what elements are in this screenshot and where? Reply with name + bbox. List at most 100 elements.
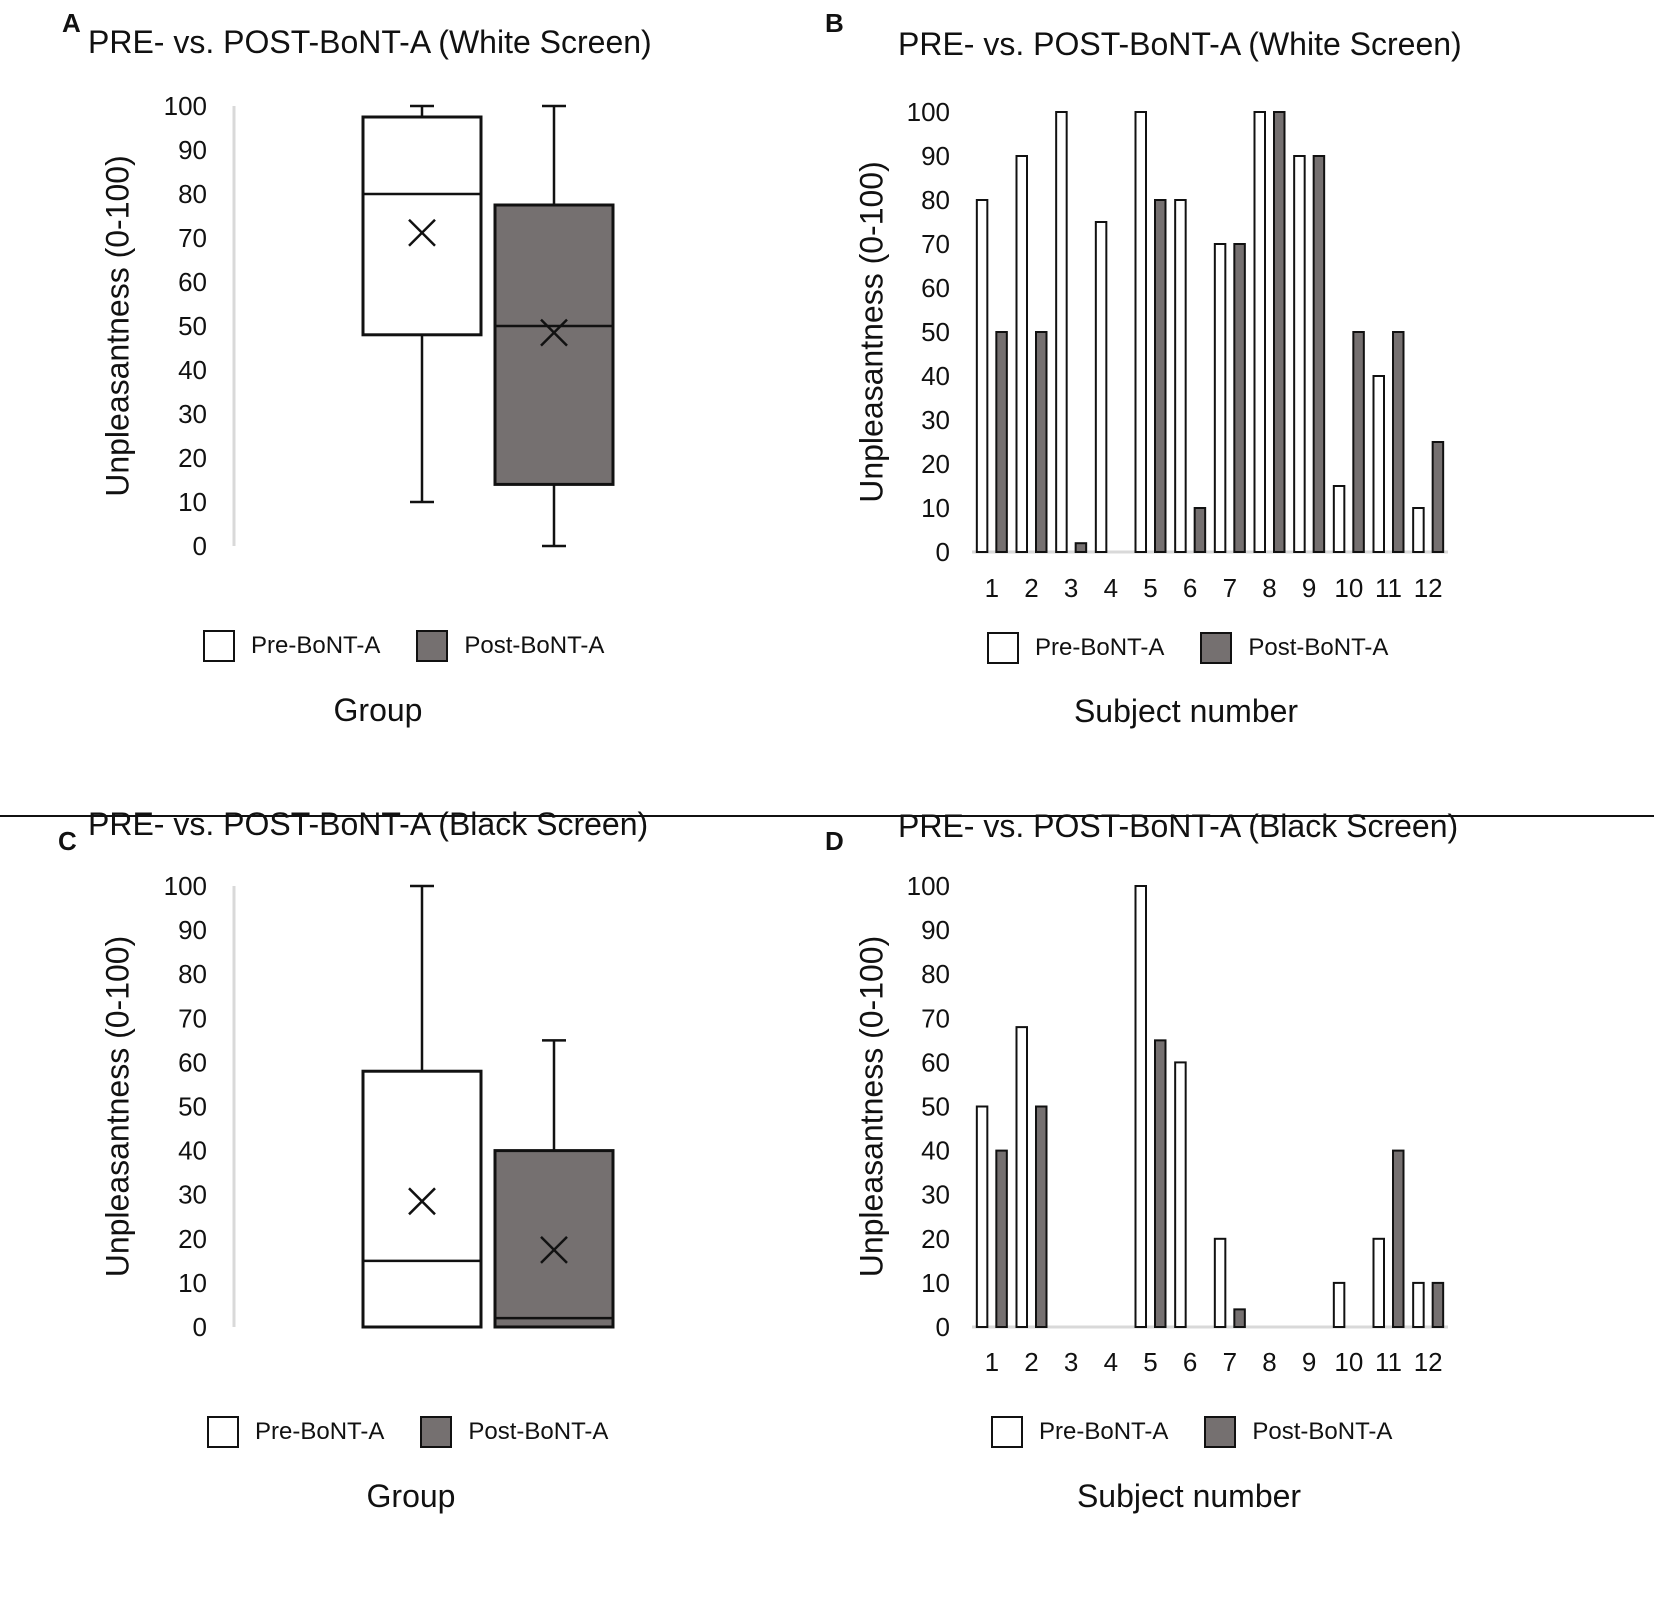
y-tick-label: 0 [193, 1312, 207, 1342]
y-tick-label: 10 [178, 1268, 207, 1298]
bar-post-subject-2 [1035, 331, 1048, 553]
y-tick-label: 50 [921, 1092, 950, 1122]
y-tick-label: 10 [178, 487, 207, 517]
box-post [493, 104, 615, 548]
x-tick-label: 10 [1334, 573, 1363, 603]
x-tick-label: 11 [1375, 573, 1402, 603]
x-tick-label: 12 [1414, 573, 1443, 603]
bar-pre-subject-12 [1412, 1281, 1425, 1328]
x-tick-label: 11 [1375, 1347, 1402, 1377]
y-tick-label: 20 [178, 443, 207, 473]
x-tick-label: 7 [1223, 573, 1237, 603]
bar-post-subject-12 [1431, 1281, 1445, 1328]
bar-post-subject-2 [1035, 1105, 1048, 1328]
bar-pre-subject-11 [1372, 1237, 1385, 1328]
bar-pre-subject-4 [1094, 221, 1108, 553]
y-tick-label: 50 [178, 311, 207, 341]
y-tick-label: 100 [164, 871, 207, 901]
y-tick-label: 100 [907, 871, 950, 901]
x-tick-label: 1 [985, 1347, 999, 1377]
y-tick-label: 50 [921, 317, 950, 347]
y-axis-title: Unpleasantness (0-100) [99, 155, 135, 497]
y-axis-title: Unpleasantness (0-100) [853, 936, 889, 1278]
box-iqr [493, 203, 615, 486]
box-iqr [493, 1149, 615, 1329]
y-tick-label: 90 [178, 135, 207, 165]
legend-label-pre: Pre-BoNT-A [1039, 1418, 1169, 1445]
legend: Pre-BoNT-A Post-BoNT-A [987, 632, 1388, 664]
x-axis-title: Subject number [1076, 1478, 1302, 1514]
bar-post-subject-9 [1312, 155, 1326, 553]
y-tick-label: 10 [921, 1268, 950, 1298]
panel-a: A PRE- vs. POST-BoNT-A (White Screen) 0 1… [0, 0, 820, 800]
x-tick-label: 8 [1262, 1347, 1276, 1377]
bar-post-subject-11 [1392, 1149, 1405, 1328]
y-tick-label: 50 [178, 1092, 207, 1122]
panel-letter: C [58, 826, 77, 856]
legend-swatch-pre [991, 1416, 1023, 1448]
y-tick-label: 0 [936, 537, 950, 567]
bar-pre-subject-2 [1015, 155, 1028, 553]
x-tick-label: 7 [1223, 1347, 1237, 1377]
bar-chart-b: 0 10 20 30 40 50 60 70 80 90 100 Unpleasantness (0-… [853, 97, 1448, 603]
x-tick-label: 6 [1183, 1347, 1197, 1377]
y-tick-label: 70 [921, 229, 950, 259]
legend-label-post: Post-BoNT-A [1248, 634, 1389, 661]
y-tick-label: 90 [178, 915, 207, 945]
bar-post-subject-12 [1431, 441, 1445, 553]
bar-pre-subject-12 [1412, 507, 1425, 553]
y-tick-label: 100 [164, 91, 207, 121]
mean-marker [540, 318, 568, 347]
bar-post-subject-7 [1233, 1308, 1246, 1328]
bar-pre-subject-6 [1174, 199, 1187, 553]
x-tick-label: 4 [1104, 573, 1118, 603]
bar-pre-subject-7 [1213, 1237, 1227, 1328]
bar-post-subject-1 [995, 1149, 1008, 1328]
y-tick-label: 60 [921, 273, 950, 303]
x-tick-label: 1 [985, 573, 999, 603]
y-tick-label: 80 [178, 959, 207, 989]
mean-marker [540, 1235, 568, 1264]
x-axis-title: Group [366, 1478, 456, 1514]
y-tick-label: 30 [178, 399, 207, 429]
legend-swatch-pre [207, 1416, 239, 1448]
bar-post-subject-5 [1154, 199, 1167, 553]
x-tick-label: 2 [1024, 1347, 1038, 1377]
x-tick-label: 8 [1262, 573, 1276, 603]
panel-divider [0, 815, 1654, 817]
chart-title: PRE- vs. POST-BoNT-A (White Screen) [898, 26, 1462, 62]
panel-b: B PRE- vs. POST-BoNT-A (White Screen) 0 1… [820, 0, 1640, 800]
x-tick-label: 5 [1143, 1347, 1157, 1377]
legend-label-post: Post-BoNT-A [468, 1418, 609, 1445]
x-tick-label: 10 [1334, 1347, 1363, 1377]
y-tick-label: 60 [178, 1047, 207, 1077]
box-pre [361, 104, 483, 504]
legend-label-post: Post-BoNT-A [1252, 1418, 1393, 1445]
x-tick-label: 2 [1024, 573, 1038, 603]
bar-pre-subject-9 [1293, 155, 1306, 553]
y-tick-label: 70 [921, 1003, 950, 1033]
legend-swatch-post [420, 1416, 453, 1448]
legend-swatch-pre [203, 630, 235, 662]
mean-marker [408, 1187, 436, 1216]
box-iqr [361, 115, 483, 337]
legend-swatch-post [416, 630, 449, 662]
y-tick-label: 30 [921, 405, 950, 435]
chart-title: PRE- vs. POST-BoNT-A (White Screen) [88, 24, 652, 60]
y-tick-label: 90 [921, 915, 950, 945]
box-iqr [361, 1069, 483, 1329]
x-tick-label: 5 [1143, 573, 1157, 603]
y-tick-label: 70 [178, 223, 207, 253]
x-tick-label: 3 [1064, 1347, 1078, 1377]
bar-post-subject-11 [1392, 331, 1405, 553]
bar-pre-subject-1 [975, 1105, 989, 1328]
y-tick-label: 20 [921, 1224, 950, 1254]
y-tick-label: 60 [178, 267, 207, 297]
bar-pre-subject-1 [975, 199, 989, 553]
y-tick-label: 80 [921, 185, 950, 215]
legend-label-pre: Pre-BoNT-A [1035, 634, 1165, 661]
x-tick-label: 12 [1414, 1347, 1443, 1377]
box-plot-a: 0 10 20 30 40 50 60 70 80 90 100 Unpleasantness (0-… [99, 91, 615, 561]
mean-marker [408, 218, 436, 247]
legend-label-pre: Pre-BoNT-A [251, 632, 381, 659]
